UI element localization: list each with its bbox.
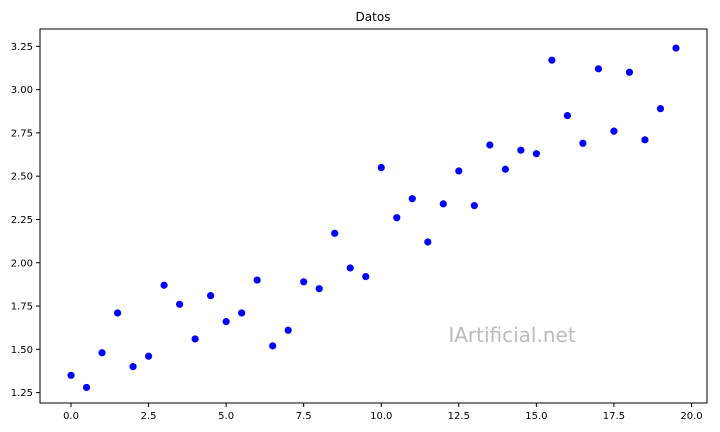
y-tick-label: 1.75 <box>11 302 33 313</box>
data-point <box>98 349 106 357</box>
y-tick-label: 3.25 <box>11 42 33 53</box>
data-point <box>548 56 556 64</box>
x-tick-label: 7.5 <box>296 411 312 422</box>
data-point <box>82 383 91 392</box>
data-point <box>113 309 122 317</box>
data-point <box>362 273 370 281</box>
y-axis: 1.25 1.50 1.75 2.00 2.25 2.50 2.75 3.00 3.25 <box>11 42 40 399</box>
data-point <box>346 264 354 272</box>
data-point <box>672 44 680 52</box>
x-tick-label: 15.0 <box>525 411 547 422</box>
data-point <box>67 371 75 379</box>
data-point <box>207 292 215 300</box>
data-point <box>625 68 634 76</box>
data-point <box>408 195 416 203</box>
y-tick-label: 1.50 <box>11 345 33 356</box>
data-point <box>129 363 137 371</box>
y-tick-label: 1.25 <box>11 388 33 399</box>
chart-title: Datos <box>356 10 391 24</box>
data-point <box>641 136 649 144</box>
data-point <box>532 150 540 158</box>
data-point <box>269 342 277 350</box>
data-point <box>424 238 432 246</box>
data-point <box>331 229 339 237</box>
data-point <box>176 300 184 308</box>
data-point <box>284 326 292 334</box>
data-point <box>579 139 587 147</box>
y-tick-label: 2.50 <box>11 172 33 183</box>
data-point <box>517 146 525 154</box>
data-point <box>160 281 168 289</box>
data-point <box>144 352 153 360</box>
data-point <box>253 276 261 284</box>
data-point <box>563 111 571 120</box>
data-point <box>501 165 509 173</box>
y-tick-label: 2.75 <box>11 128 33 139</box>
x-tick-label: 10.0 <box>370 411 392 422</box>
x-tick-label: 0.0 <box>63 411 79 422</box>
y-tick-label: 2.25 <box>11 215 33 226</box>
data-points <box>67 44 680 392</box>
x-tick-label: 2.5 <box>141 411 157 422</box>
watermark-text: IArtificial.net <box>448 323 576 347</box>
data-point <box>377 163 385 172</box>
x-tick-label: 20.0 <box>680 411 702 422</box>
data-point <box>470 202 478 210</box>
data-point <box>455 167 463 175</box>
data-point <box>439 200 447 208</box>
data-point <box>300 278 308 286</box>
y-tick-label: 3.00 <box>11 85 33 96</box>
y-tick-label: 2.00 <box>11 258 33 269</box>
x-tick-label: 12.5 <box>448 411 470 422</box>
x-axis: 0.0 2.5 5.0 7.5 10.0 12.5 15.0 17.5 20.0 <box>63 403 703 422</box>
x-tick-label: 17.5 <box>603 411 625 422</box>
data-point <box>191 335 199 343</box>
plot-area <box>39 28 708 404</box>
data-point <box>594 65 603 73</box>
x-tick-label: 5.0 <box>218 411 234 422</box>
data-point <box>315 285 323 293</box>
data-point <box>238 309 246 317</box>
data-point <box>656 105 665 113</box>
data-point <box>610 127 618 135</box>
data-point <box>393 214 401 222</box>
data-point <box>486 141 494 149</box>
data-point <box>222 318 230 326</box>
